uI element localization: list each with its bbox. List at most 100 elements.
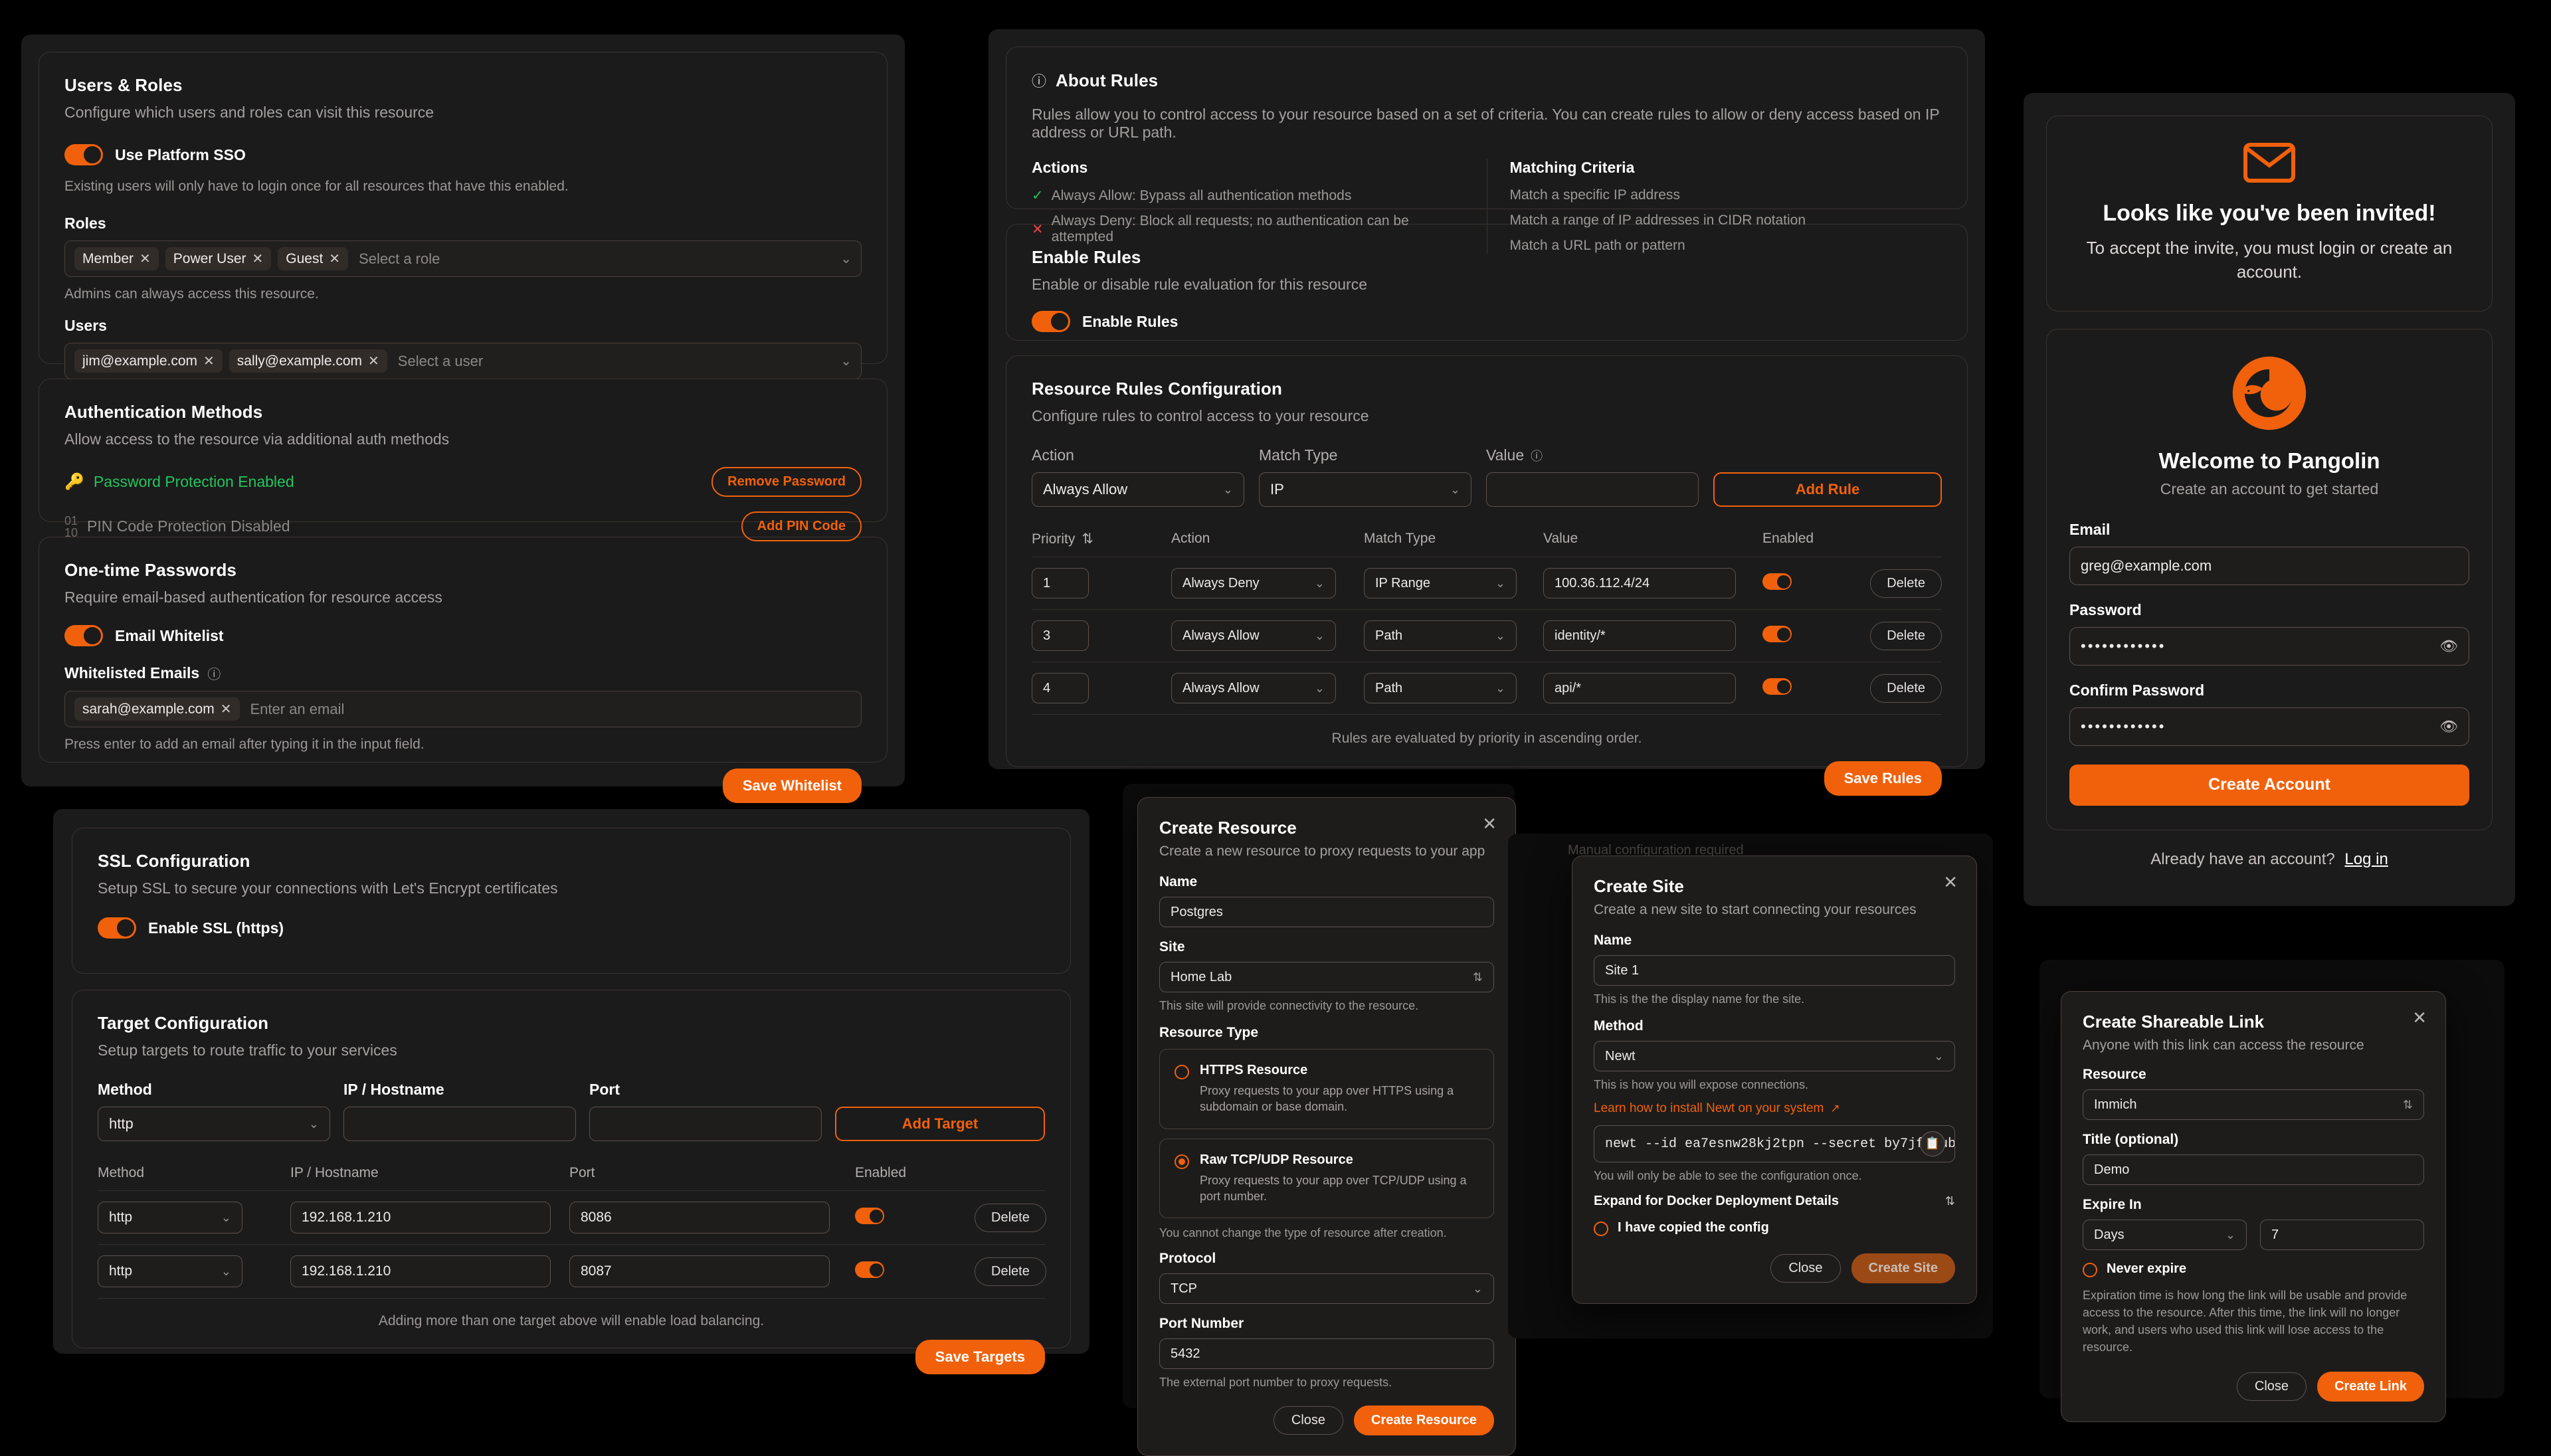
roles-input[interactable]: Member ✕ Power User ✕ Guest ✕ Select a role… <box>64 240 862 277</box>
remove-icon[interactable]: ✕ <box>329 252 341 266</box>
target-method-select[interactable]: http ⌄ <box>98 1255 242 1287</box>
user-chip[interactable]: sally@example.com ✕ <box>229 349 387 373</box>
target-host-input[interactable]: 192.168.1.210 <box>290 1202 551 1233</box>
confirm-password-field[interactable]: •••••••••••• 👁 <box>2069 707 2469 746</box>
enable-rules-toggle-row[interactable]: Enable Rules <box>1032 311 1942 332</box>
delete-target-button[interactable]: Delete <box>975 1257 1046 1286</box>
add-target-button[interactable]: Add Target <box>835 1107 1045 1141</box>
sso-toggle[interactable] <box>64 144 103 165</box>
site-name-input[interactable]: Site 1 <box>1594 955 1955 986</box>
never-expire-row[interactable]: Never expire <box>2083 1261 2424 1277</box>
rule-priority-input[interactable]: 3 <box>1032 620 1089 651</box>
form-value-input[interactable] <box>1486 472 1699 507</box>
rule-match-select[interactable]: Path ⌄ <box>1364 620 1517 651</box>
sort-icon[interactable]: ⇅ <box>1082 531 1093 547</box>
whitelisted-emails-input[interactable]: sarah@example.com ✕ Enter an email <box>64 691 862 727</box>
chevron-down-icon[interactable]: ⌄ <box>840 252 852 266</box>
rule-enabled-toggle[interactable] <box>1762 678 1792 695</box>
form-match-select[interactable]: IP ⌄ <box>1259 472 1471 507</box>
chevron-updown-icon[interactable]: ⇅ <box>1944 1194 1955 1208</box>
ssl-toggle[interactable] <box>98 917 136 939</box>
radio-icon[interactable] <box>1594 1222 1608 1236</box>
delete-rule-button[interactable]: Delete <box>1870 674 1942 703</box>
resource-name-input[interactable]: Postgres <box>1159 897 1494 927</box>
rule-action-select[interactable]: Always Allow ⌄ <box>1171 620 1336 651</box>
close-button[interactable]: Close <box>2236 1372 2307 1402</box>
target-port-input[interactable]: 8086 <box>569 1202 830 1233</box>
chevron-down-icon[interactable]: ⌄ <box>840 354 852 369</box>
create-account-button[interactable]: Create Account <box>2069 764 2469 806</box>
save-rules-button[interactable]: Save Rules <box>1824 761 1942 796</box>
rule-match-select[interactable]: Path ⌄ <box>1364 673 1517 703</box>
radio-icon[interactable] <box>2083 1263 2097 1277</box>
delete-rule-button[interactable]: Delete <box>1870 621 1942 650</box>
sso-toggle-row[interactable]: Use Platform SSO <box>64 144 862 165</box>
remove-password-button[interactable]: Remove Password <box>711 467 862 497</box>
rule-match-select[interactable]: IP Range ⌄ <box>1364 568 1517 598</box>
users-input[interactable]: jim@example.com ✕ sally@example.com ✕ Sele… <box>64 343 862 379</box>
add-rule-button[interactable]: Add Rule <box>1713 472 1942 507</box>
close-button[interactable]: Close <box>1770 1254 1841 1283</box>
target-enabled-toggle[interactable] <box>855 1261 884 1278</box>
remove-icon[interactable]: ✕ <box>140 252 151 266</box>
expire-unit-select[interactable]: Days ⌄ <box>2083 1220 2247 1250</box>
role-chip[interactable]: Member ✕ <box>74 247 159 270</box>
info-icon[interactable]: ⓘ <box>1531 449 1543 463</box>
resource-site-select[interactable]: Home Lab ⇅ <box>1159 962 1494 992</box>
close-icon[interactable]: ✕ <box>2412 1008 2427 1028</box>
expire-amount-input[interactable]: 7 <box>2260 1220 2424 1250</box>
link-resource-select[interactable]: Immich ⇅ <box>2083 1089 2424 1120</box>
email-chip[interactable]: sarah@example.com ✕ <box>74 697 240 721</box>
target-host-input[interactable] <box>343 1107 576 1141</box>
rule-action-select[interactable]: Always Allow ⌄ <box>1171 673 1336 703</box>
copied-config-row[interactable]: I have copied the config <box>1594 1220 1955 1236</box>
resource-type-https-option[interactable]: HTTPS Resource Proxy requests to your ap… <box>1159 1049 1494 1129</box>
delete-target-button[interactable]: Delete <box>975 1203 1046 1232</box>
create-link-button[interactable]: Create Link <box>2317 1372 2424 1402</box>
remove-icon[interactable]: ✕ <box>203 354 215 369</box>
remove-icon[interactable]: ✕ <box>368 354 379 369</box>
add-pin-code-button[interactable]: Add PIN Code <box>741 511 862 541</box>
enable-rules-toggle[interactable] <box>1032 311 1070 332</box>
create-resource-button[interactable]: Create Resource <box>1354 1406 1494 1436</box>
create-site-button[interactable]: Create Site <box>1851 1253 1955 1283</box>
save-targets-button[interactable]: Save Targets <box>915 1340 1045 1374</box>
close-icon[interactable]: ✕ <box>1482 814 1497 834</box>
eye-icon[interactable]: 👁 <box>2439 717 2458 735</box>
rule-enabled-toggle[interactable] <box>1762 573 1792 590</box>
rule-enabled-toggle[interactable] <box>1762 626 1792 642</box>
target-enabled-toggle[interactable] <box>855 1208 884 1224</box>
rule-value-input[interactable]: identity/* <box>1543 620 1736 651</box>
remove-icon[interactable]: ✕ <box>220 702 232 717</box>
link-title-input[interactable]: Demo <box>2083 1154 2424 1185</box>
email-field[interactable]: greg@example.com <box>2069 546 2469 585</box>
info-icon[interactable]: ⓘ <box>207 668 221 682</box>
save-whitelist-button[interactable]: Save Whitelist <box>722 769 862 803</box>
target-host-input[interactable]: 192.168.1.210 <box>290 1255 551 1287</box>
eye-icon[interactable]: 👁 <box>2439 637 2458 654</box>
protocol-select[interactable]: TCP ⌄ <box>1159 1273 1494 1305</box>
rule-value-input[interactable]: api/* <box>1543 673 1736 703</box>
password-field[interactable]: •••••••••••• 👁 <box>2069 626 2469 666</box>
user-chip[interactable]: jim@example.com ✕ <box>74 349 223 373</box>
email-whitelist-toggle[interactable] <box>64 625 103 646</box>
rule-priority-input[interactable]: 1 <box>1032 568 1089 598</box>
rule-priority-input[interactable]: 4 <box>1032 673 1089 703</box>
radio-icon[interactable] <box>1175 1065 1189 1079</box>
install-newt-link[interactable]: Learn how to install Newt on your system <box>1594 1101 1824 1115</box>
radio-icon-selected[interactable] <box>1175 1154 1189 1169</box>
remove-icon[interactable]: ✕ <box>252 252 264 266</box>
rule-action-select[interactable]: Always Deny ⌄ <box>1171 568 1336 598</box>
expand-docker-label[interactable]: Expand for Docker Deployment Details <box>1594 1194 1839 1208</box>
close-icon[interactable]: ✕ <box>1943 872 1958 892</box>
role-chip[interactable]: Guest ✕ <box>278 247 349 270</box>
target-method-select[interactable]: http ⌄ <box>98 1202 242 1233</box>
target-method-select[interactable]: http ⌄ <box>98 1107 330 1141</box>
form-action-select[interactable]: Always Allow ⌄ <box>1032 472 1244 507</box>
target-port-input[interactable]: 8087 <box>569 1255 830 1287</box>
email-whitelist-toggle-row[interactable]: Email Whitelist <box>64 625 862 646</box>
close-button[interactable]: Close <box>1273 1406 1344 1435</box>
newt-command[interactable]: newt --id ea7esnw28kj2tpn --secret by7jf… <box>1594 1125 1955 1162</box>
copy-icon[interactable]: 📋 <box>1920 1131 1945 1156</box>
external-link-icon[interactable]: ↗ <box>1830 1102 1840 1115</box>
